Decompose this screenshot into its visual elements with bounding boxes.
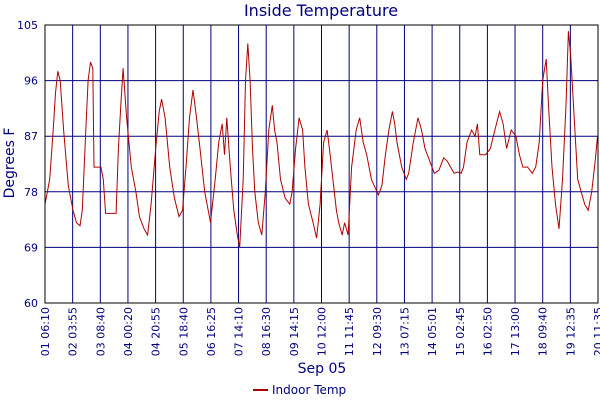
x-tick-label: 04 20:55 [150, 307, 163, 356]
x-tick-label: 07 14:10 [233, 307, 246, 356]
y-tick-label: 96 [24, 75, 38, 88]
x-tick-label: 03 08:40 [94, 307, 107, 356]
x-tick-label: 05 18:40 [177, 307, 190, 356]
x-tick-label: 16 02:50 [481, 307, 494, 356]
x-tick-label: 15 02:45 [454, 307, 467, 356]
y-tick-label: 60 [24, 297, 38, 310]
x-tick-label: 12 09:30 [371, 307, 384, 356]
x-tick-label: 13 07:15 [398, 307, 411, 356]
grid-lines [44, 24, 599, 304]
x-tick-label: 06 16:25 [205, 307, 218, 356]
legend: Indoor Temp [253, 383, 346, 397]
x-tick-label: 19 12:35 [564, 307, 577, 356]
series-line-indoor-temp [44, 31, 598, 248]
y-axis-label: Degrees F [2, 128, 18, 199]
x-axis-ticks: 01 06:10 02 03:55 03 08:40 04 00:20 04 20:55… [39, 307, 600, 356]
x-tick-label: 17 13:00 [509, 307, 522, 356]
chart-title: Inside Temperature [244, 1, 398, 20]
x-tick-label: 14 05:01 [426, 307, 439, 356]
plot-area [44, 24, 599, 304]
x-tick-label: 18 09:40 [537, 307, 550, 356]
x-axis-label: Sep 05 [298, 361, 347, 377]
plot-border [44, 24, 599, 304]
y-tick-label: 87 [24, 130, 38, 143]
x-tick-label: 09 14:15 [288, 307, 301, 356]
x-tick-label: 08 16:30 [260, 307, 273, 356]
legend-label: Indoor Temp [272, 383, 346, 397]
x-tick-label: 20 11:35 [592, 307, 600, 356]
y-tick-label: 105 [17, 19, 38, 32]
x-tick-label: 11 11:45 [343, 307, 356, 356]
x-tick-label: 10 12:00 [316, 307, 329, 356]
x-tick-label: 04 00:20 [122, 307, 135, 356]
y-axis-ticks: 60 69 78 87 96 105 [17, 19, 38, 310]
y-tick-label: 69 [24, 241, 38, 254]
x-tick-label: 01 06:10 [39, 307, 52, 356]
x-tick-label: 02 03:55 [67, 307, 80, 356]
y-tick-label: 78 [24, 186, 38, 199]
